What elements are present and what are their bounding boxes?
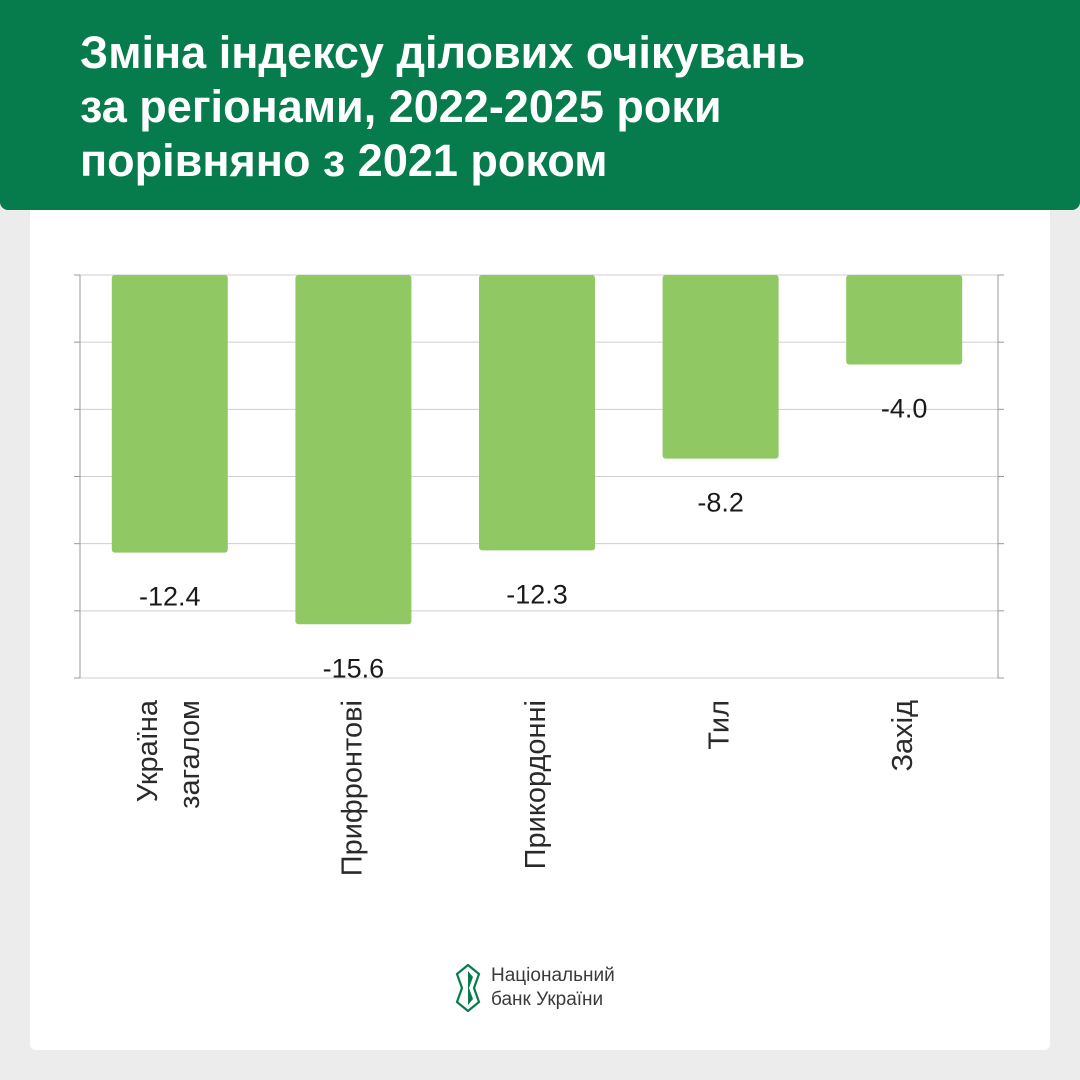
logo-line-2: банк України	[491, 989, 604, 1010]
title-line-2: за регіонами, 2022-2025 роки	[80, 81, 722, 132]
title-line-1: Зміна індексу ділових очікувань	[80, 27, 806, 78]
title-line-3: порівняно з 2021 роком	[80, 135, 608, 186]
bar	[111, 275, 228, 553]
page-title: Зміна індексу ділових очікувань за регіо…	[80, 26, 1040, 188]
category-label: Україна	[132, 699, 164, 802]
bar	[662, 275, 779, 459]
bar	[295, 275, 412, 625]
category-label: загалом	[174, 700, 206, 809]
nbu-emblem-icon	[455, 964, 481, 1012]
data-label: -12.3	[506, 579, 568, 609]
category-label: Прикордонні	[520, 700, 552, 869]
header-banner: Зміна індексу ділових очікувань за регіо…	[0, 0, 1080, 210]
category-label: Прифронтові	[336, 700, 368, 876]
category-label: Захід	[887, 700, 919, 772]
logo-line-1: Національний	[491, 965, 615, 986]
data-label: -4.0	[881, 394, 928, 424]
data-label: -12.4	[139, 582, 201, 612]
data-label: -8.2	[697, 488, 744, 518]
bar-chart: -12.4 Україна загалом -15.6 Прифронтові -12.3…	[74, 274, 1004, 876]
data-label: -15.6	[323, 653, 385, 683]
nbu-logo: Національний банк України	[455, 962, 655, 1014]
bar	[479, 275, 595, 551]
category-label: Тил	[704, 700, 736, 750]
bar	[846, 275, 963, 365]
